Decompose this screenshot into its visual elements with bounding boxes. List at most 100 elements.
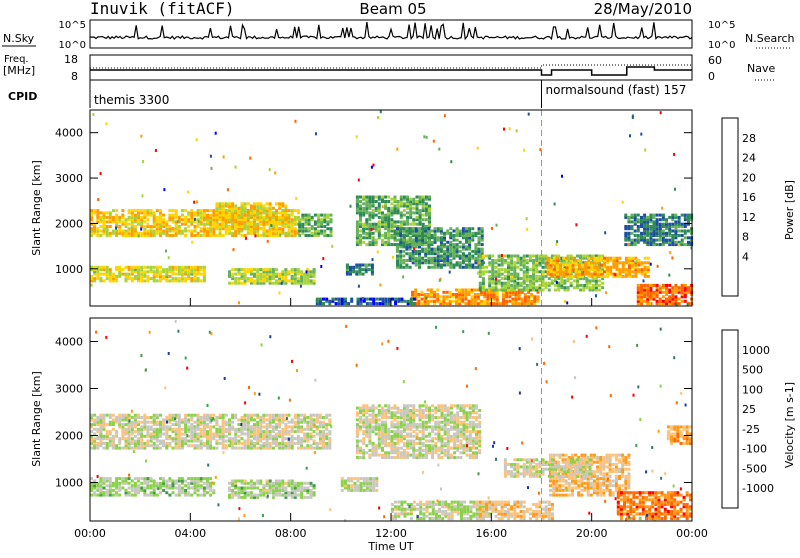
heatmap-cell <box>459 245 462 248</box>
heatmap-cell <box>322 257 324 260</box>
heatmap-cell <box>359 456 362 459</box>
heatmap-cell <box>458 289 461 292</box>
heatmap-cell <box>210 155 212 158</box>
heatmap-cell <box>275 202 278 205</box>
heatmap-cell <box>128 266 131 269</box>
heatmap-cell <box>143 225 146 228</box>
heatmap-cell <box>99 216 102 219</box>
heatmap-cell <box>449 227 452 230</box>
heatmap-cell <box>501 273 504 276</box>
heatmap-cell <box>459 255 462 258</box>
heatmap-cell <box>291 218 294 221</box>
heatmap-cell <box>643 300 646 303</box>
heatmap-cell <box>140 421 143 424</box>
heatmap-cell <box>362 273 365 276</box>
heatmap-cell <box>103 266 106 269</box>
heatmap-cell <box>474 257 477 260</box>
heatmap-cell <box>412 211 415 214</box>
heatmap-cell <box>181 214 184 217</box>
heatmap-cell <box>314 214 317 217</box>
heatmap-cell <box>668 216 671 219</box>
freq-panel: Freq. [MHz] 18 8 Nave 60 0 <box>3 53 775 83</box>
heatmap-cell <box>300 437 303 440</box>
heatmap-cell <box>403 196 406 199</box>
heatmap-cell <box>491 286 494 289</box>
heatmap-cell <box>262 430 265 433</box>
heatmap-cell <box>653 291 656 294</box>
heatmap-cell <box>411 291 414 294</box>
heatmap-cell <box>291 480 294 483</box>
heatmap-cell <box>471 227 474 230</box>
heatmap-cell <box>369 477 372 480</box>
heatmap-cell <box>146 266 149 269</box>
heatmap-cell <box>362 196 365 199</box>
heatmap-cell <box>200 273 203 276</box>
heatmap-cell <box>298 234 301 237</box>
heatmap-cell <box>168 435 171 438</box>
heatmap-cell <box>350 298 353 301</box>
heatmap-cell <box>291 425 294 428</box>
heatmap-cell <box>316 433 319 436</box>
nave-series-line <box>90 65 692 68</box>
heatmap-cell <box>662 284 665 287</box>
heatmap-cell <box>422 214 425 217</box>
heatmap-cell <box>237 423 240 426</box>
heatmap-cell <box>244 480 247 483</box>
heatmap-cell <box>209 425 212 428</box>
heatmap-cell <box>313 414 316 417</box>
heatmap-cell <box>684 243 687 246</box>
heatmap-cell <box>409 227 412 230</box>
heatmap-cell <box>294 216 297 219</box>
heatmap-cell <box>112 482 115 485</box>
heatmap-cell <box>659 218 662 221</box>
heatmap-cell <box>198 220 200 223</box>
heatmap-cell <box>328 430 331 433</box>
heatmap-cell <box>115 209 118 212</box>
heatmap-cell <box>314 227 317 230</box>
heatmap-cell <box>317 230 320 233</box>
heatmap-cell <box>681 223 684 226</box>
heatmap-cell <box>431 230 434 233</box>
heatmap-cell <box>275 433 278 436</box>
heatmap-cell <box>215 227 218 230</box>
heatmap-cell <box>595 294 597 297</box>
heatmap-cell <box>637 268 640 271</box>
heatmap-cell <box>603 270 606 273</box>
heatmap-cell <box>165 480 168 483</box>
heatmap-cell <box>668 274 670 277</box>
heatmap-cell <box>121 447 124 450</box>
heatmap-cell <box>231 414 234 417</box>
heatmap-cell <box>234 268 237 271</box>
heatmap-cell <box>291 268 294 271</box>
heatmap-cell <box>341 298 344 301</box>
heatmap-cell <box>272 268 275 271</box>
heatmap-cell <box>468 289 471 292</box>
heatmap-cell <box>177 220 179 223</box>
heatmap-cell <box>140 228 142 231</box>
heatmap-cell <box>396 148 398 151</box>
y-tick-label: 4000 <box>55 127 83 140</box>
heatmap-cell <box>368 211 371 214</box>
heatmap-cell <box>156 444 159 447</box>
heatmap-cell <box>172 266 175 269</box>
heatmap-cell <box>181 487 184 490</box>
heatmap-cell <box>112 209 115 212</box>
heatmap-cell <box>200 227 203 230</box>
heatmap-cell <box>187 482 190 485</box>
heatmap-cell <box>624 214 627 217</box>
heatmap-cell <box>203 414 206 417</box>
heatmap-cell <box>416 223 419 226</box>
heatmap-cell <box>121 214 124 217</box>
heatmap-cell <box>159 421 162 424</box>
heatmap-cell <box>624 243 627 246</box>
heatmap-cell <box>353 482 356 485</box>
heatmap-cell <box>162 218 165 221</box>
nsky-tick-low: 10^0 <box>59 40 86 51</box>
heatmap-cell <box>365 196 368 199</box>
heatmap-cell <box>259 489 262 492</box>
heatmap-cell <box>288 480 291 483</box>
heatmap-cell <box>526 284 529 287</box>
heatmap-cell <box>99 211 102 214</box>
heatmap-cell <box>241 437 244 440</box>
